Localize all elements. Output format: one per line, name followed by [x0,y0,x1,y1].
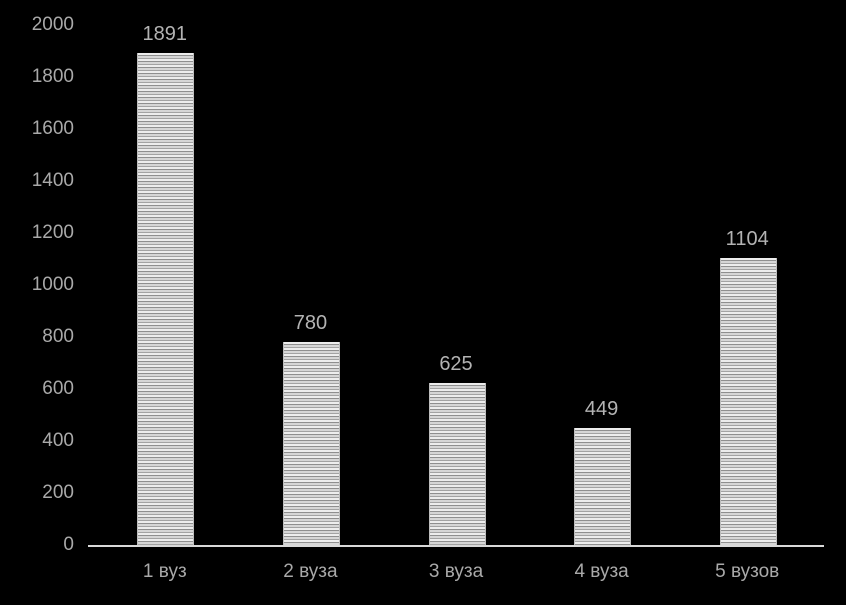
y-tick-label: 600 [42,378,74,399]
y-tick-label: 400 [42,430,74,451]
x-category-label: 1 вуз [142,561,187,582]
y-tick-label: 0 [63,534,74,555]
bar-value-label: 780 [293,312,328,335]
y-tick-label: 200 [42,482,74,503]
y-tick-label: 2000 [31,14,74,35]
x-category-label: 5 вузов [715,561,780,582]
bar-3 [428,382,486,545]
bar-4 [574,428,632,545]
y-tick-label: 800 [42,326,74,347]
bar-value-label: 1891 [142,23,188,46]
bar-1 [137,53,195,545]
y-tick-label: 1800 [31,66,74,87]
x-category-label: 4 вуза [574,561,629,582]
bar-2 [282,342,340,545]
y-tick-label: 1000 [31,274,74,295]
bar-value-label: 449 [584,398,619,421]
bar-5 [719,257,777,545]
x-category-label: 2 вуза [283,561,338,582]
y-tick-label: 1600 [31,118,74,139]
y-tick-label: 1200 [31,222,74,243]
x-category-label: 3 вуза [428,561,484,582]
y-tick-label: 1400 [31,170,74,191]
x-axis-line [88,545,824,547]
bar-value-label: 625 [439,352,473,375]
bar-value-label: 1104 [725,227,769,250]
